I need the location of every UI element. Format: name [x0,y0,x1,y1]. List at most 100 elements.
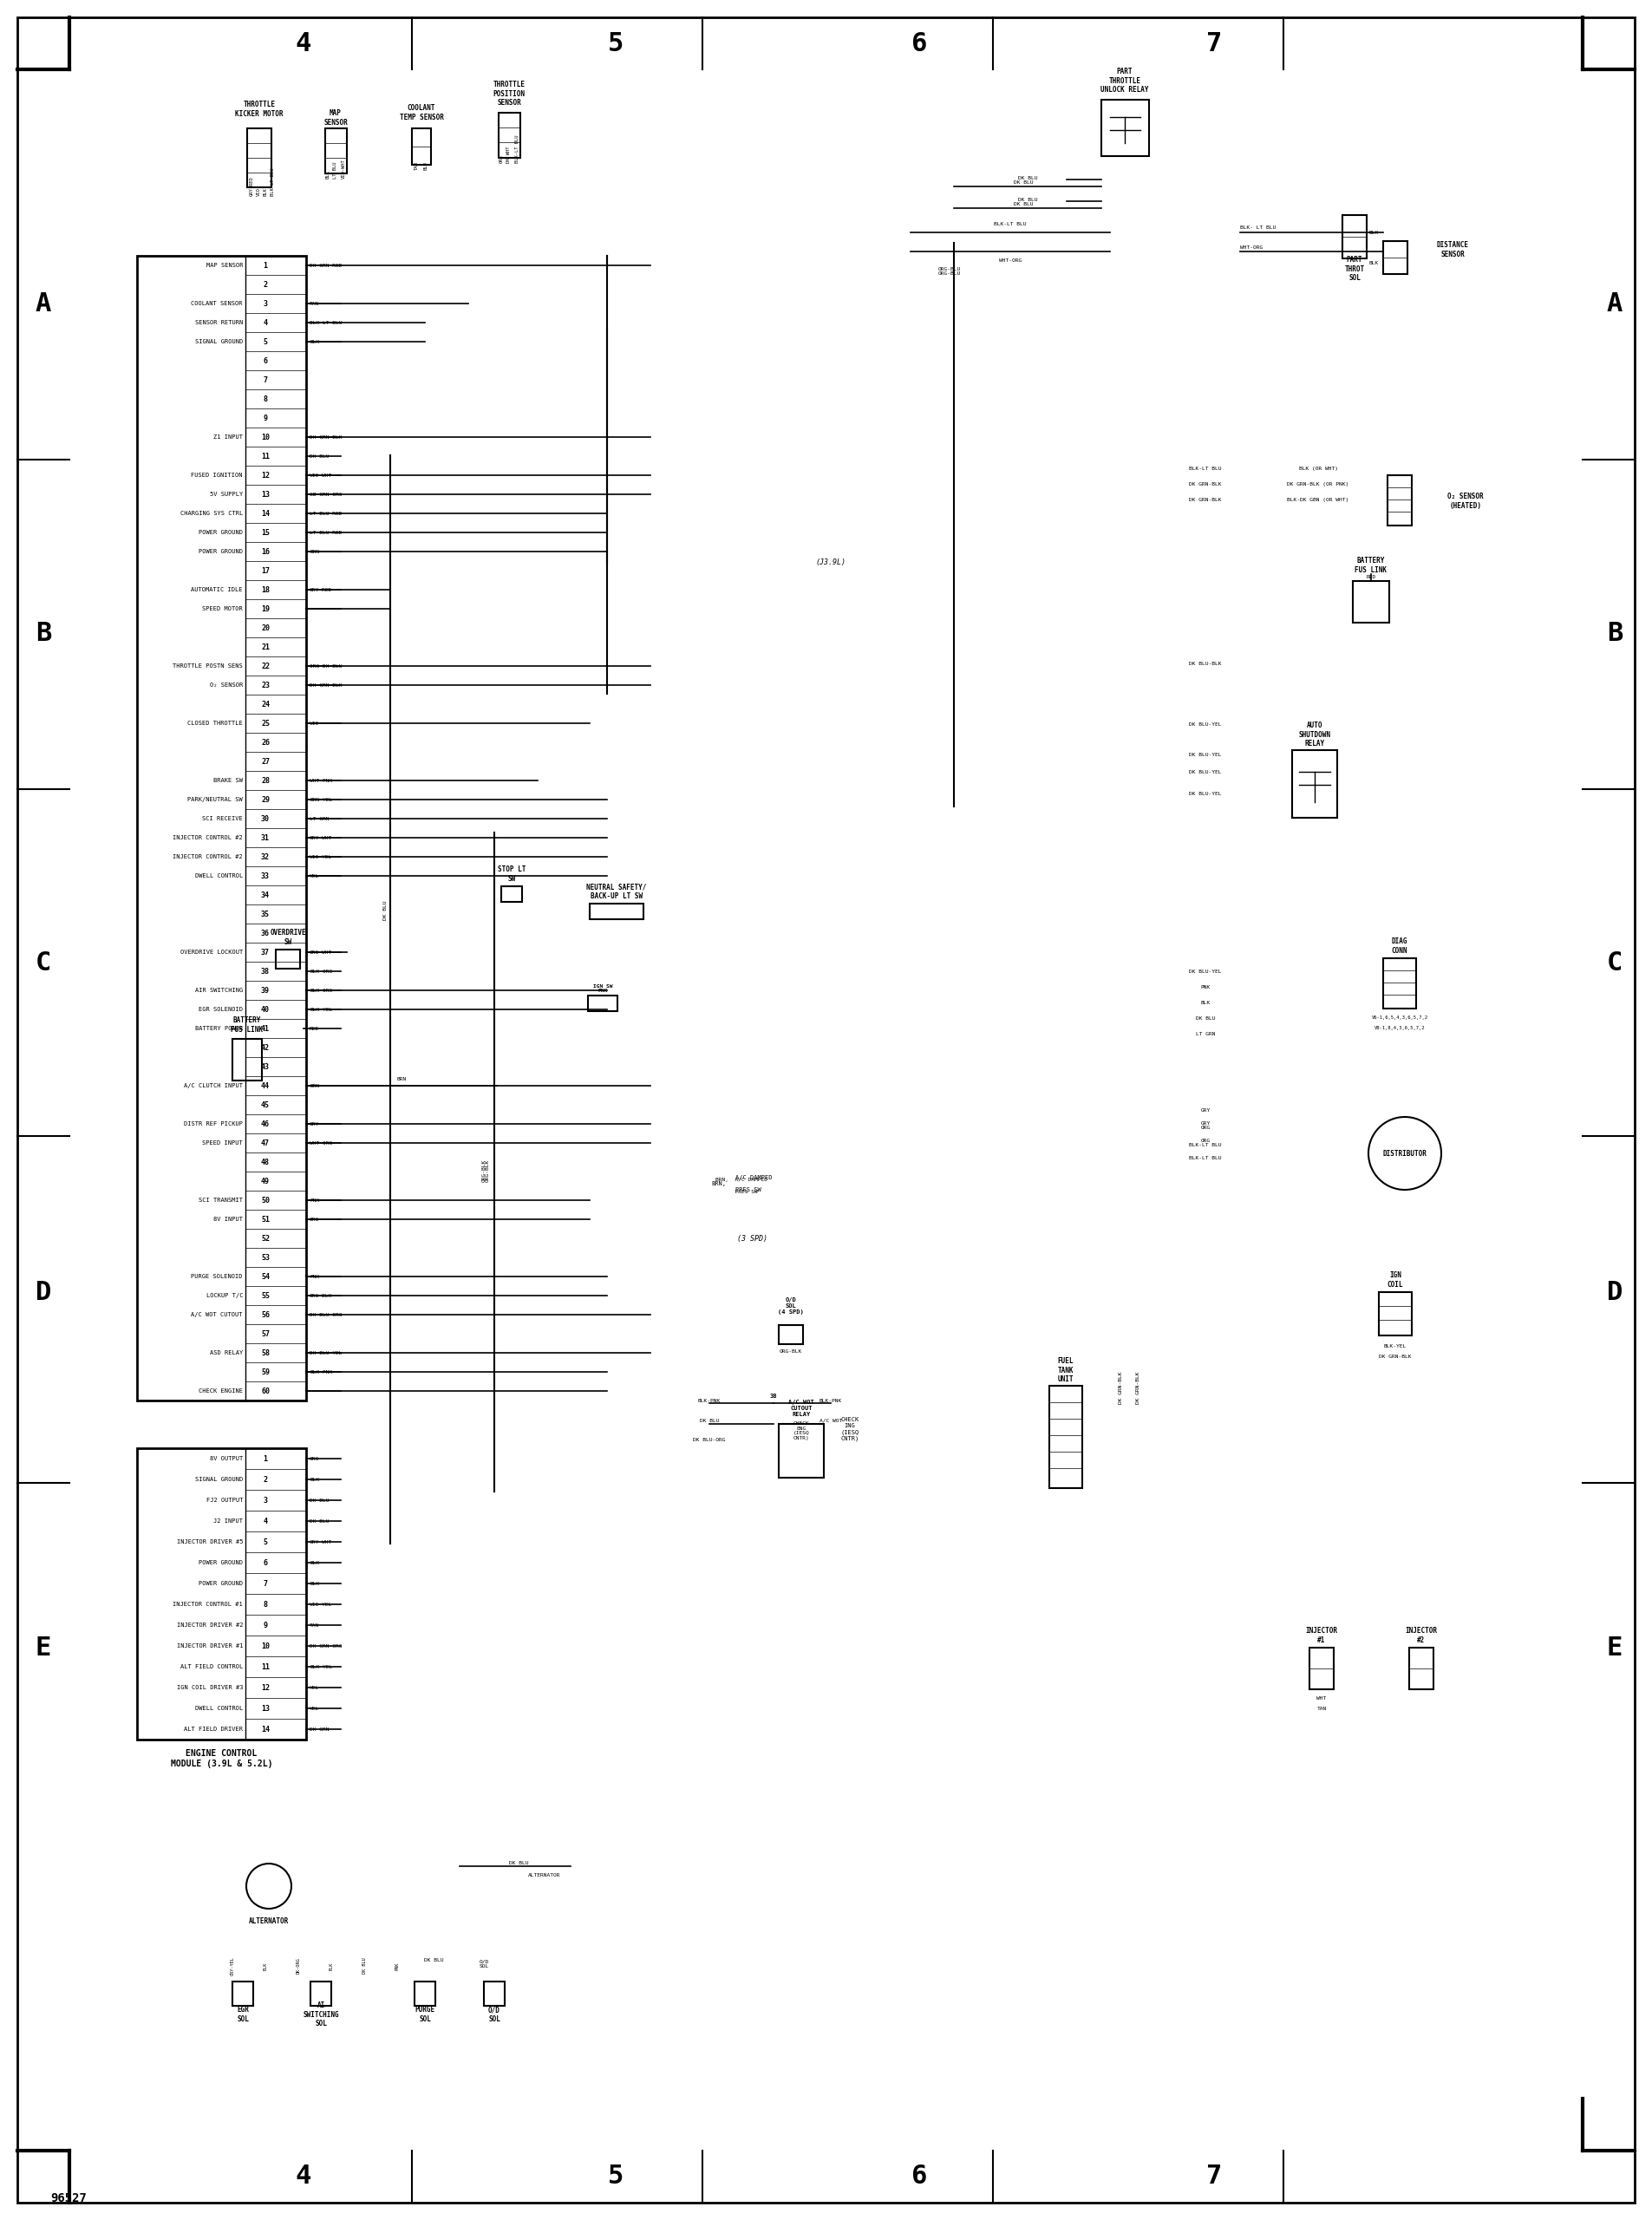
Text: 20: 20 [261,624,269,633]
Bar [1383,242,1408,273]
Text: VIO-YEL: VIO-YEL [309,1603,332,1607]
Text: GB GRN-ORG: GB GRN-ORG [309,493,342,497]
Text: DK BLU: DK BLU [383,901,388,921]
Text: 32: 32 [261,852,269,861]
Text: DK GRN-BLK: DK GRN-BLK [1137,1372,1140,1403]
Text: 38: 38 [770,1394,776,1399]
Bar [415,1982,436,2007]
Text: 28: 28 [261,777,269,784]
Text: J2 INPUT: J2 INPUT [213,1518,243,1523]
Text: 7: 7 [263,1581,268,1587]
Text: BLK-YEL: BLK-YEL [1384,1343,1408,1348]
Text: A/C WOT
CUTOUT
RELAY: A/C WOT CUTOUT RELAY [788,1399,814,1416]
Text: 54: 54 [261,1272,269,1281]
Text: 33: 33 [261,872,269,879]
Text: 7: 7 [1206,31,1222,56]
Text: BRN: BRN [396,1077,406,1081]
Text: 35: 35 [261,910,269,917]
Text: ORG-BLK: ORG-BLK [486,1159,489,1181]
Text: ORG-BLK: ORG-BLK [780,1350,803,1354]
Text: 45: 45 [261,1101,269,1108]
Text: ORG-BLU: ORG-BLU [938,271,961,275]
Bar [1310,1647,1333,1689]
Text: (J3.9L): (J3.9L) [816,557,846,566]
Bar [1383,959,1416,1008]
Text: 15: 15 [261,528,269,537]
Text: LT BLU-RED: LT BLU-RED [309,511,342,515]
Text: RED: RED [309,1026,319,1030]
Text: PNK: PNK [395,1962,400,1969]
Text: D: D [35,1279,51,1305]
Text: 30: 30 [261,815,269,824]
Text: INJECTOR
#1: INJECTOR #1 [1305,1627,1338,1645]
Text: 7: 7 [263,375,268,384]
Text: DK GRN-BLK: DK GRN-BLK [309,684,342,688]
Text: 21: 21 [261,644,269,650]
Text: 12: 12 [261,471,269,480]
Text: ORG-BLK: ORG-BLK [309,1294,332,1299]
Text: ALT FIELD CONTROL: ALT FIELD CONTROL [180,1665,243,1669]
Text: 51: 51 [261,1214,269,1223]
Text: BLK-LT BLU: BLK-LT BLU [1189,466,1222,471]
Text: FUEL
TANK
UNIT: FUEL TANK UNIT [1057,1356,1074,1383]
Text: OVERDRIVE LOCKOUT: OVERDRIVE LOCKOUT [180,950,243,955]
Text: O₂ SENSOR: O₂ SENSOR [210,682,243,688]
Bar [1049,1385,1082,1487]
Text: SCI RECEIVE: SCI RECEIVE [202,817,243,821]
Text: 96527: 96527 [50,2193,86,2204]
Bar [1379,1292,1412,1336]
Text: 24: 24 [261,699,269,708]
Text: O/D
SOL: O/D SOL [489,2007,501,2022]
Text: DISTR REF PICKUP: DISTR REF PICKUP [183,1121,243,1126]
Text: PART
THROTTLE
UNLOCK RELAY: PART THROTTLE UNLOCK RELAY [1100,69,1148,93]
Bar [276,950,301,968]
Text: A/C WOT CUTOUT: A/C WOT CUTOUT [192,1312,243,1316]
Text: 37: 37 [261,948,269,957]
Text: 58: 58 [261,1350,269,1356]
Text: AIR SWITCHING: AIR SWITCHING [195,988,243,992]
Text: BRN-YEL: BRN-YEL [309,797,332,801]
Text: BATTERY
FUS LINK: BATTERY FUS LINK [1355,557,1388,573]
Text: DK BLU: DK BLU [699,1419,719,1423]
Text: ALT FIELD DRIVER: ALT FIELD DRIVER [183,1727,243,1732]
Text: 34: 34 [261,890,269,899]
Text: BATTERY POWER: BATTERY POWER [195,1026,243,1030]
Text: INJECTOR CONTROL #2: INJECTOR CONTROL #2 [173,855,243,859]
Text: DK BLU-YEL: DK BLU-YEL [1189,790,1222,795]
Text: IGN
COIL: IGN COIL [1388,1272,1403,1288]
Text: 31: 31 [261,835,269,841]
Text: 11: 11 [261,453,269,460]
Text: GRY: GRY [309,1121,319,1126]
Text: 29: 29 [261,795,269,804]
Text: DK BLU: DK BLU [309,1498,329,1503]
Text: BRN,  A/C DAMPED: BRN, A/C DAMPED [715,1177,768,1181]
Text: INJECTOR DRIVER #1: INJECTOR DRIVER #1 [177,1643,243,1649]
Text: VIO-WHT: VIO-WHT [309,473,332,477]
Text: DK BLU: DK BLU [1014,180,1032,184]
Bar [1388,475,1412,526]
Text: 6: 6 [912,2164,927,2189]
Text: PNK: PNK [309,1274,319,1279]
Text: DK GRN-BLK: DK GRN-BLK [1189,482,1222,486]
Bar [778,1423,824,1479]
Bar [1353,582,1389,622]
Text: 6: 6 [263,1558,268,1567]
Text: Z1 INPUT: Z1 INPUT [213,435,243,440]
Text: DK BLU: DK BLU [309,1518,329,1523]
Text: 53: 53 [261,1254,269,1261]
Text: C: C [35,950,51,975]
Text: AI
SWITCHING
SOL: AI SWITCHING SOL [302,2002,339,2027]
Bar [1409,1647,1434,1689]
Text: DK BLU-YEL: DK BLU-YEL [309,1350,342,1354]
Text: DISTRIBUTOR: DISTRIBUTOR [1383,1150,1427,1157]
Text: 60: 60 [261,1388,269,1394]
Text: B: B [1607,619,1622,646]
Text: C: C [1607,950,1622,975]
Text: LT GRN: LT GRN [1196,1032,1216,1037]
Text: ORG: ORG [309,1456,319,1461]
Text: DK GRN-RED: DK GRN-RED [309,264,342,269]
Text: DWELL CONTROL: DWELL CONTROL [195,872,243,879]
Text: 55: 55 [261,1292,269,1299]
Text: THROTTLE
POSITION
SENSOR: THROTTLE POSITION SENSOR [492,80,525,107]
Text: MAP
SENSOR: MAP SENSOR [324,109,347,127]
